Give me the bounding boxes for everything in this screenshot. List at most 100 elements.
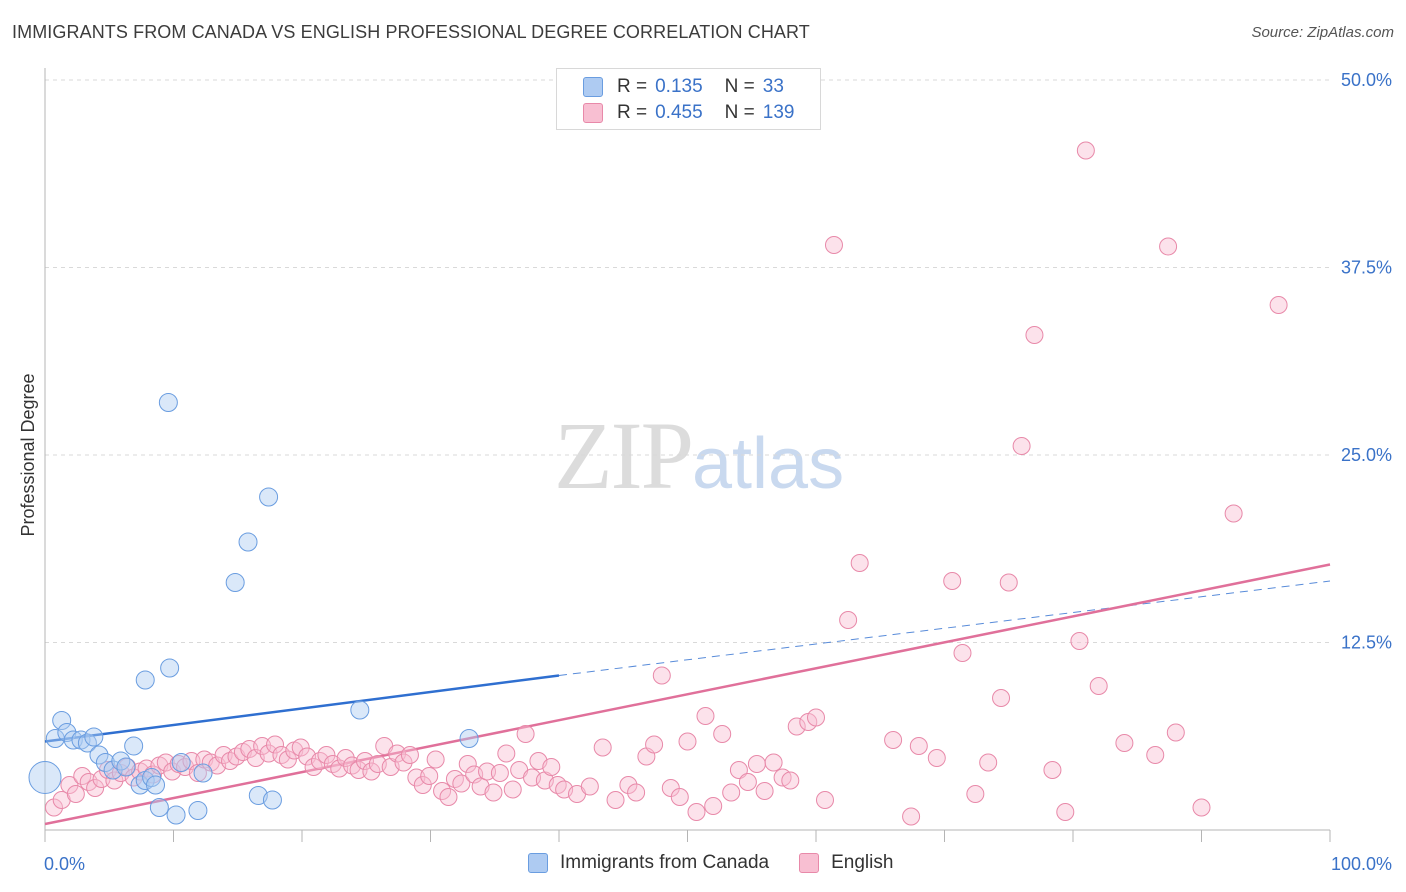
english-point [909, 737, 928, 755]
correlation-legend: R = 0.135 N = 33 R = 0.455 N = 139 [556, 68, 821, 130]
english-point [747, 755, 766, 773]
legend-r-label: R = [617, 76, 648, 97]
canada-trend-extension [558, 580, 1331, 676]
english-point [850, 554, 869, 572]
english-point [704, 797, 723, 815]
english-point [687, 803, 706, 821]
y-tick-label: 25.0% [1341, 445, 1392, 465]
series-legend-canada[interactable]: Immigrants from Canada [528, 852, 769, 874]
legend-r-label: R = [617, 102, 648, 123]
english-point [999, 573, 1018, 592]
english-point [503, 780, 522, 799]
series-legend-english[interactable]: English [799, 852, 893, 874]
english-point [407, 768, 426, 787]
english-point [902, 807, 921, 826]
english-point [420, 767, 439, 785]
canada-point [28, 761, 62, 794]
english-point [670, 788, 689, 806]
english-point [484, 783, 503, 802]
series-swatch-canada [528, 853, 548, 873]
english-point [60, 776, 79, 794]
english-point [722, 783, 741, 802]
canada-point [95, 753, 115, 772]
english-point [516, 725, 535, 743]
english-point [738, 773, 757, 791]
legend-n-label: N = [724, 102, 755, 123]
canada-point [160, 658, 180, 678]
series-legend: Immigrants from Canada English [528, 852, 923, 874]
canada-point [225, 573, 245, 592]
english-point [66, 785, 85, 803]
trend-lines [44, 563, 1331, 826]
y-axis-label: Professional Degree [18, 373, 38, 536]
english-point [580, 777, 599, 796]
legend-row-canada: R = 0.135 N = 33 [583, 75, 806, 99]
canada-point [111, 751, 131, 771]
english-point [336, 749, 355, 767]
english-point [1056, 803, 1075, 821]
english-point [652, 666, 671, 685]
legend-row-english: R = 0.455 N = 139 [583, 101, 816, 125]
english-point [884, 731, 903, 749]
legend-n-value: 33 [762, 76, 784, 97]
english-point [1070, 632, 1089, 650]
chart-source: Source: ZipAtlas.com [1251, 24, 1394, 41]
english-point [317, 746, 336, 764]
english-point [1115, 734, 1134, 752]
english-point [426, 750, 445, 769]
canada-point [146, 775, 166, 795]
english-point [966, 785, 985, 803]
english-point [1146, 746, 1165, 764]
legend-n-value: 139 [762, 102, 795, 123]
y-tick-label: 50.0% [1341, 70, 1392, 90]
english-point [755, 782, 774, 800]
english-point [1012, 437, 1031, 455]
english-point [458, 755, 477, 773]
legend-r-value: 0.455 [655, 102, 703, 123]
canada-point [188, 801, 208, 820]
english-point [1076, 141, 1095, 160]
canada-trend-line [44, 674, 560, 743]
axes [44, 68, 1331, 842]
series-swatch-english [799, 853, 820, 873]
english-point [497, 744, 516, 763]
english-point [619, 776, 638, 794]
english-point [542, 758, 561, 776]
english-point [787, 717, 806, 736]
canada-point [350, 700, 370, 720]
english-point [44, 798, 63, 817]
x-tick-label: 100.0% [1331, 854, 1392, 874]
english-point [1166, 723, 1185, 742]
english-point [645, 735, 664, 754]
english-point [661, 779, 680, 797]
english-point [943, 572, 962, 590]
canada-point [171, 753, 191, 772]
english-point [593, 738, 612, 757]
english-point [291, 738, 310, 757]
english-point [439, 788, 458, 806]
english-point [548, 776, 567, 794]
english-point [400, 746, 419, 764]
canada-point [124, 736, 144, 756]
english-point [713, 725, 732, 743]
english-point [1269, 296, 1288, 314]
english-point [478, 762, 497, 781]
canada-point [158, 393, 178, 412]
english-point [388, 744, 407, 763]
english-point [445, 770, 464, 788]
english-point [259, 744, 278, 763]
english-point [979, 753, 998, 772]
english-point [452, 774, 471, 793]
english-point [764, 753, 783, 772]
y-tick-label: 12.5% [1341, 633, 1392, 653]
canada-point [135, 670, 155, 690]
english-point [824, 236, 843, 254]
canada-point [63, 730, 83, 750]
english-point [1192, 798, 1211, 817]
english-point [1224, 504, 1243, 523]
english-point [105, 771, 124, 790]
english-point [839, 611, 858, 629]
canada-point [166, 805, 186, 825]
english-point [1043, 761, 1062, 779]
